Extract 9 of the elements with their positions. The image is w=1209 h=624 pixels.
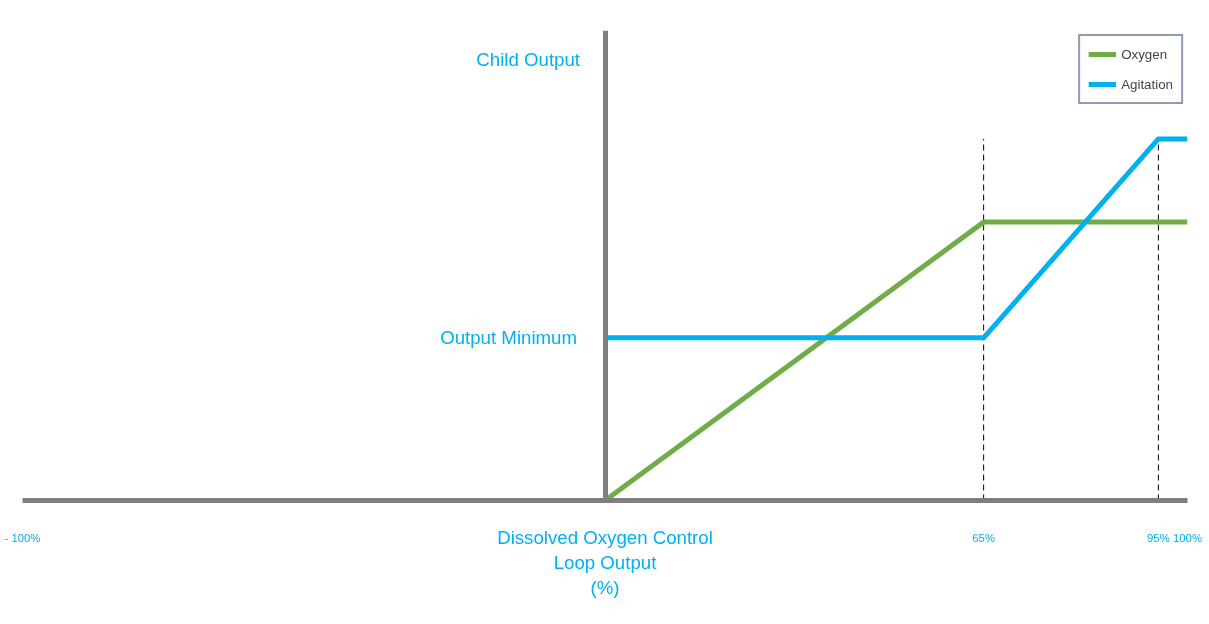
x-tick-label: 95% [1147,531,1170,544]
x-axis-title: Dissolved Oxygen Control Loop Output (%) [497,526,713,598]
x-tick-label: 100% [1173,531,1202,544]
annotation: Output Minimum [440,327,578,349]
x-tick-label: 65% [972,531,995,544]
y-axis-title: Child Output [476,48,581,70]
legend-label: Agitation [1121,76,1173,92]
x-tick-label: - 100% [4,531,41,544]
legend-label: Oxygen [1121,46,1168,62]
